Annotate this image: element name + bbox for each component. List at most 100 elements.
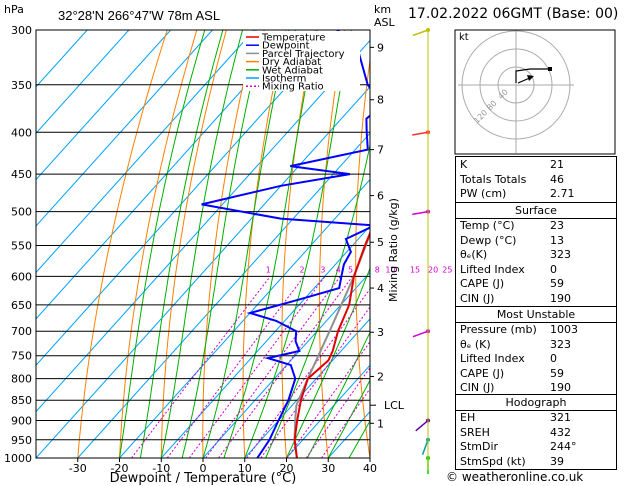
isotherm-line — [36, 30, 297, 320]
km-tick-label: 6 — [377, 190, 384, 203]
row-label: CAPE (J) — [460, 277, 505, 291]
table-row: Totals Totals 46 — [460, 173, 612, 187]
row-label: Lifted Index — [460, 352, 525, 366]
pressure-tick-label: 950 — [11, 434, 32, 447]
pressure-tick-label: 400 — [11, 126, 32, 139]
row-value: 321 — [550, 411, 571, 424]
table-row: θₑ(K) 323 — [460, 248, 612, 262]
table-row: Temp (°C) 23 — [460, 219, 612, 233]
row-value: 46 — [550, 172, 564, 186]
table-row: SREH 432 — [460, 426, 612, 440]
dry-adiabat — [318, 30, 346, 458]
row-value: 59 — [550, 277, 564, 291]
wind-barb — [421, 439, 429, 456]
row-label: Dewp (°C) — [460, 233, 517, 247]
row-label: Pressure (mb) — [460, 323, 537, 336]
wet-adiabat — [119, 30, 206, 458]
hodograph-frame — [454, 29, 616, 155]
row-label: θₑ (K) — [460, 337, 491, 351]
row-label: CIN (J) — [460, 381, 495, 395]
table-row: θₑ (K) 323 — [460, 338, 612, 352]
pressure-tick-label: 350 — [11, 79, 32, 92]
mixing-ratio-label: 3 — [320, 265, 325, 274]
row-label: θₑ(K) — [460, 248, 488, 262]
mixing-ratio-label: 4 — [336, 265, 341, 274]
row-label: StmSpd (kt) — [460, 454, 526, 468]
mixing-ratio-line — [188, 276, 326, 458]
km-label: km ASL — [374, 3, 396, 29]
temperature-tick-label: 40 — [363, 462, 377, 475]
legend-label: Dewpoint — [262, 41, 310, 52]
temperature-tick-label: -20 — [111, 462, 129, 475]
pressure-tick-label: 900 — [11, 415, 32, 428]
row-value: 244° — [550, 440, 577, 454]
panel-separator — [456, 322, 616, 323]
panel-title: Hodograph — [505, 396, 567, 409]
hpa-label: hPa — [4, 3, 24, 16]
table-row: StmDir 244° — [460, 440, 612, 454]
mixing-ratio-label: 25 — [442, 265, 452, 274]
hodograph-end-marker — [548, 67, 552, 71]
table-row: StmSpd (kt) 39 — [460, 455, 612, 469]
row-label: Lifted Index — [460, 262, 525, 276]
pressure-tick-label: 800 — [11, 373, 32, 386]
pressure-tick-label: 700 — [11, 325, 32, 338]
table-row: Lifted Index 0 — [460, 263, 612, 277]
km-tick-label: 4 — [377, 282, 384, 295]
panel-separator — [456, 410, 616, 411]
isotherm-line — [244, 318, 370, 458]
temperature-tick-label: 10 — [238, 462, 252, 475]
temperature-tick-label: 30 — [321, 462, 335, 475]
mixing-ratio-label: 20 — [428, 265, 438, 274]
row-value: 1003 — [550, 323, 578, 336]
datetime: 17.02.2022 06GMT (Base: 00) — [408, 6, 619, 22]
row-value: 21 — [550, 158, 564, 171]
isotherm-line — [36, 86, 370, 458]
mixing-ratio-label: 2 — [299, 265, 304, 274]
wet-adiabat — [181, 30, 265, 458]
isotherm-line — [77, 132, 370, 458]
table-row: Dewp (°C) 13 — [460, 234, 612, 248]
row-label: StmDir — [460, 440, 499, 454]
wind-barb — [415, 419, 429, 432]
km-tick-label: 8 — [377, 94, 384, 107]
row-label: Temp (°C) — [460, 219, 515, 232]
row-label: Totals Totals — [460, 172, 527, 186]
table-row: EH 321 — [460, 411, 612, 425]
location-title: 32°28'N 266°47'W 78m ASL — [58, 8, 220, 23]
legend-label: Dry Adiabat — [262, 57, 321, 68]
mixing-ratio-label: 10 — [385, 265, 395, 274]
pressure-tick-label: 650 — [11, 299, 32, 312]
dry-adiabat — [281, 30, 316, 458]
isotherm-line — [160, 225, 370, 458]
lcl-label: LCL — [384, 399, 405, 412]
temperature-tick-label: 0 — [200, 462, 207, 475]
legend-label: Wet Adiabat — [262, 65, 323, 76]
pressure-tick-label: 600 — [11, 270, 32, 283]
wet-adiabat — [306, 331, 370, 458]
row-label: SREH — [460, 425, 490, 439]
row-value: 2.71 — [550, 187, 575, 201]
row-label: PW (cm) — [460, 187, 507, 201]
mixing-ratio-label: 1 — [266, 265, 271, 274]
table-row: CAPE (J) 59 — [460, 277, 612, 291]
wind-barb — [412, 210, 429, 216]
panel-title: Surface — [515, 204, 557, 217]
mixing-ratio-line — [286, 340, 370, 458]
x-axis-title: Dewpoint / Temperature (°C) — [110, 471, 297, 486]
surface-panel: Surface Temp (°C) 23 Dewp (°C) 13 θₑ(K) 323 Lif… — [455, 202, 617, 308]
pressure-tick-label: 850 — [11, 394, 32, 407]
mixing-ratio-line — [166, 276, 305, 458]
row-label: EH — [460, 411, 476, 424]
legend-label: Temperature — [261, 33, 325, 44]
dry-adiabat — [119, 30, 198, 458]
temperature-tick-label: -10 — [152, 462, 170, 475]
legend-label: Mixing Ratio — [262, 82, 324, 93]
km-tick-label: 2 — [377, 370, 384, 383]
dry-adiabat — [425, 30, 454, 458]
temperature-tick-label: 20 — [280, 462, 294, 475]
isotherm-line — [36, 30, 255, 274]
table-row: Lifted Index 0 — [460, 352, 612, 366]
row-value: 323 — [550, 248, 571, 262]
km-tick-label: 9 — [377, 41, 384, 54]
